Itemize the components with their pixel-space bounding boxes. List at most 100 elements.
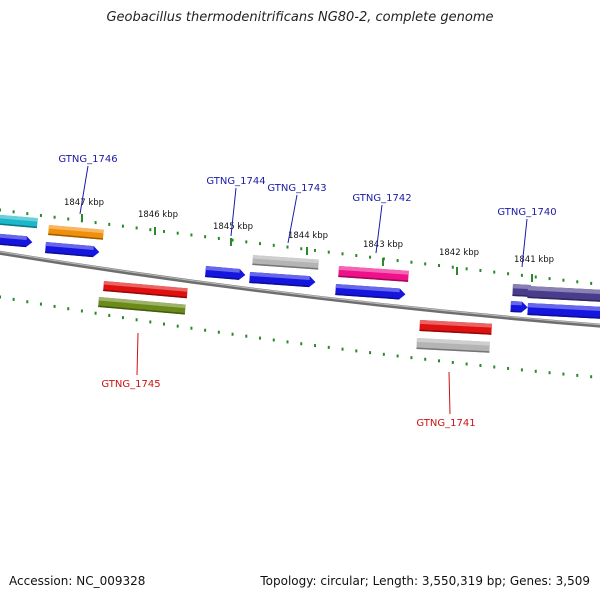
gene-label-gtng-1742[interactable]: GTNG_1742 xyxy=(352,193,411,204)
track-dot xyxy=(355,349,358,353)
track-dot xyxy=(327,250,330,254)
track-dot xyxy=(534,369,537,373)
feature-gtng-1743[interactable] xyxy=(252,254,319,270)
cds-gtng-1740[interactable] xyxy=(527,303,600,320)
track-dot xyxy=(245,240,248,244)
track-dot xyxy=(286,340,289,344)
gene-label-gtng-1740[interactable]: GTNG_1740 xyxy=(497,207,556,218)
track-dot xyxy=(190,233,193,237)
feature-gtng-1744[interactable] xyxy=(205,266,246,280)
gene-leader-line xyxy=(79,165,89,215)
track-dot xyxy=(0,208,1,212)
track-dot xyxy=(149,320,152,324)
cds-gtng-1746[interactable] xyxy=(45,242,100,258)
feature-gtng-1741[interactable] xyxy=(419,320,492,335)
cds-gtng-1741[interactable] xyxy=(416,338,490,353)
scale-tick-label: 1841 kbp xyxy=(514,255,554,265)
cds-gtng-1743[interactable] xyxy=(249,272,316,288)
track-dot xyxy=(548,277,551,281)
gene-label-gtng-1741[interactable]: GTNG_1741 xyxy=(416,418,475,429)
scale-tick-label: 1846 kbp xyxy=(138,210,178,220)
scale-tick-label: 1842 kbp xyxy=(439,248,479,258)
track-dot xyxy=(26,300,29,304)
track-dot xyxy=(396,259,399,263)
track-dot xyxy=(67,217,70,221)
track-dot xyxy=(493,365,496,369)
track-dot xyxy=(534,275,537,279)
track-dot xyxy=(149,228,152,232)
track-dot xyxy=(507,272,510,276)
track-dot xyxy=(520,273,523,277)
track-dot xyxy=(590,375,593,379)
track-dot xyxy=(53,304,56,308)
track-dot xyxy=(80,309,83,313)
track-dot xyxy=(424,262,427,266)
track-dot xyxy=(438,359,441,363)
track-dot xyxy=(465,362,468,366)
track-dot xyxy=(576,373,579,377)
scale-ticks: 1841 kbp 1842 kbp 1843 kbp 1844 kbp 1845 kbp… xyxy=(64,198,554,282)
track-dot xyxy=(451,360,454,364)
cds-gtng-1740-small[interactable] xyxy=(510,301,528,313)
track-dot xyxy=(520,368,523,372)
track-dot xyxy=(39,302,42,306)
track-dot xyxy=(300,247,303,251)
feature-partial-cyan[interactable] xyxy=(0,214,38,229)
track-dot xyxy=(493,270,496,274)
track-dot xyxy=(314,248,317,252)
feature-gtng-1746[interactable] xyxy=(48,225,104,240)
track-dot xyxy=(108,313,111,317)
track-dot xyxy=(396,354,399,358)
track-dot xyxy=(176,324,179,328)
track-dot xyxy=(259,242,262,246)
gene-label-gtng-1744[interactable]: GTNG_1744 xyxy=(206,176,265,187)
track-dot xyxy=(231,238,234,242)
gene-label-gtng-1743[interactable]: GTNG_1743 xyxy=(267,183,326,194)
track-dot xyxy=(341,252,344,256)
track-dot xyxy=(369,351,372,355)
reverse-track-dotted-line xyxy=(0,295,593,379)
gene-leader-line xyxy=(136,332,139,376)
track-dot xyxy=(176,231,179,235)
gene-features xyxy=(0,214,600,353)
track-dot xyxy=(314,344,317,348)
track-dot xyxy=(12,297,15,301)
track-dot xyxy=(217,330,220,334)
track-dot xyxy=(39,213,42,217)
track-dot xyxy=(438,264,441,268)
cds-partial-left[interactable] xyxy=(0,233,33,248)
track-dot xyxy=(479,268,482,272)
feature-gtng-1740-left[interactable] xyxy=(512,284,531,297)
track-dot xyxy=(286,245,289,249)
genome-backbone-highlight xyxy=(0,251,600,326)
cds-gtng-1745[interactable] xyxy=(98,297,186,315)
track-dot xyxy=(121,316,124,320)
topology-text: Topology: circular; Length: 3,550,319 bp… xyxy=(260,574,590,588)
feature-gtng-1740[interactable] xyxy=(527,286,600,303)
track-dot xyxy=(590,281,593,285)
track-dot xyxy=(135,318,138,322)
track-dot xyxy=(576,280,579,284)
scale-tick-label: 1847 kbp xyxy=(64,198,104,208)
gene-label-gtng-1746[interactable]: GTNG_1746 xyxy=(58,154,117,165)
track-dot xyxy=(451,265,454,269)
feature-gtng-1745[interactable] xyxy=(103,281,188,299)
feature-gtng-1742[interactable] xyxy=(338,266,409,282)
track-dot xyxy=(94,221,97,225)
track-dot xyxy=(53,215,56,219)
gene-label-gtng-1745[interactable]: GTNG_1745 xyxy=(101,379,160,390)
track-dot xyxy=(548,371,551,375)
gene-leader-line xyxy=(375,204,383,254)
track-dot xyxy=(507,366,510,370)
track-dot xyxy=(231,332,234,336)
track-dot xyxy=(67,307,70,311)
accession-text: Accession: NC_009328 xyxy=(9,574,146,588)
track-dot xyxy=(410,356,413,360)
track-dot xyxy=(204,328,207,332)
track-dot xyxy=(424,357,427,361)
track-dot xyxy=(245,334,248,338)
cds-gtng-1742[interactable] xyxy=(335,284,406,300)
gene-leader-line xyxy=(521,218,528,268)
track-dot xyxy=(272,243,275,247)
